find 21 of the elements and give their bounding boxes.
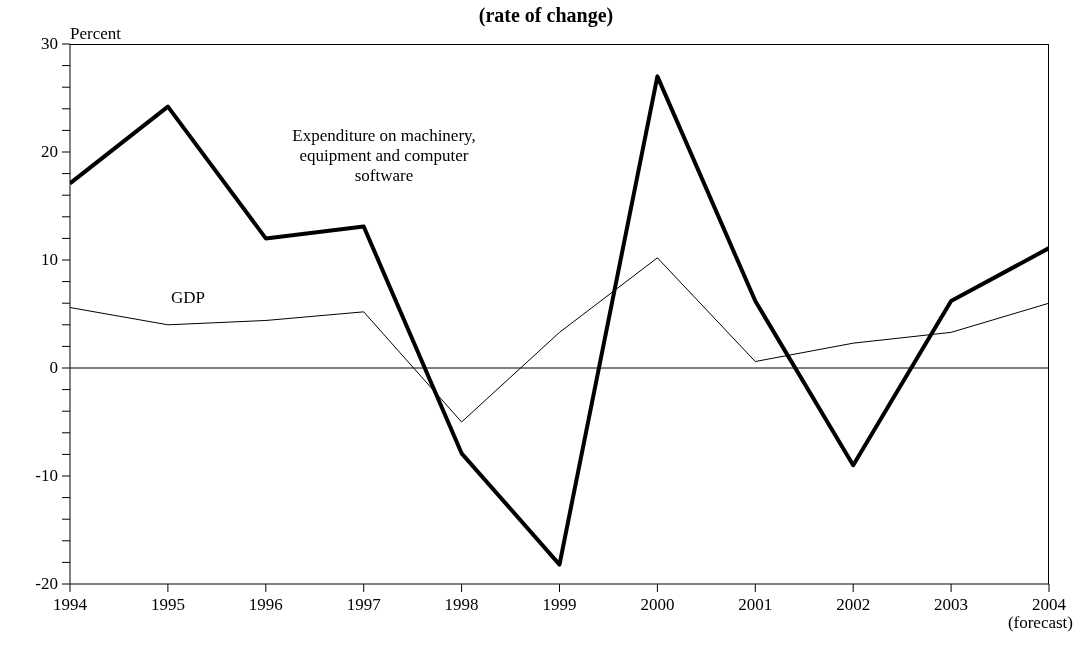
x-tick-label: 2003 [934,595,969,614]
x-tick-label: 2000 [640,595,675,614]
x-tick-label: 1996 [248,595,283,614]
y-axis-title: Percent [70,24,121,44]
series-label: GDP [170,288,206,308]
y-tick-label: -20 [35,574,58,594]
y-tick-label: 20 [41,142,58,162]
x-tick-label: 1997 [346,595,382,614]
y-tick-label: 10 [41,250,58,270]
y-tick-label: 30 [41,34,58,54]
x-tick-label: 1994 [53,595,88,614]
x-tick-label: 1998 [444,595,479,614]
x-tick-label: 2001 [738,595,773,614]
x-tick-label: 2004 (forecast) [1007,595,1073,632]
y-tick-label: -10 [35,466,58,486]
y-tick-label: 0 [49,358,58,378]
text: Expenditure on machinery, equipment and computer software [291,126,477,186]
x-tick-label: 1995 [150,595,185,614]
chart-title: (rate of change) [478,4,614,26]
x-tick-label: 1999 [542,595,577,614]
x-tick-label: 2002 [836,595,871,614]
